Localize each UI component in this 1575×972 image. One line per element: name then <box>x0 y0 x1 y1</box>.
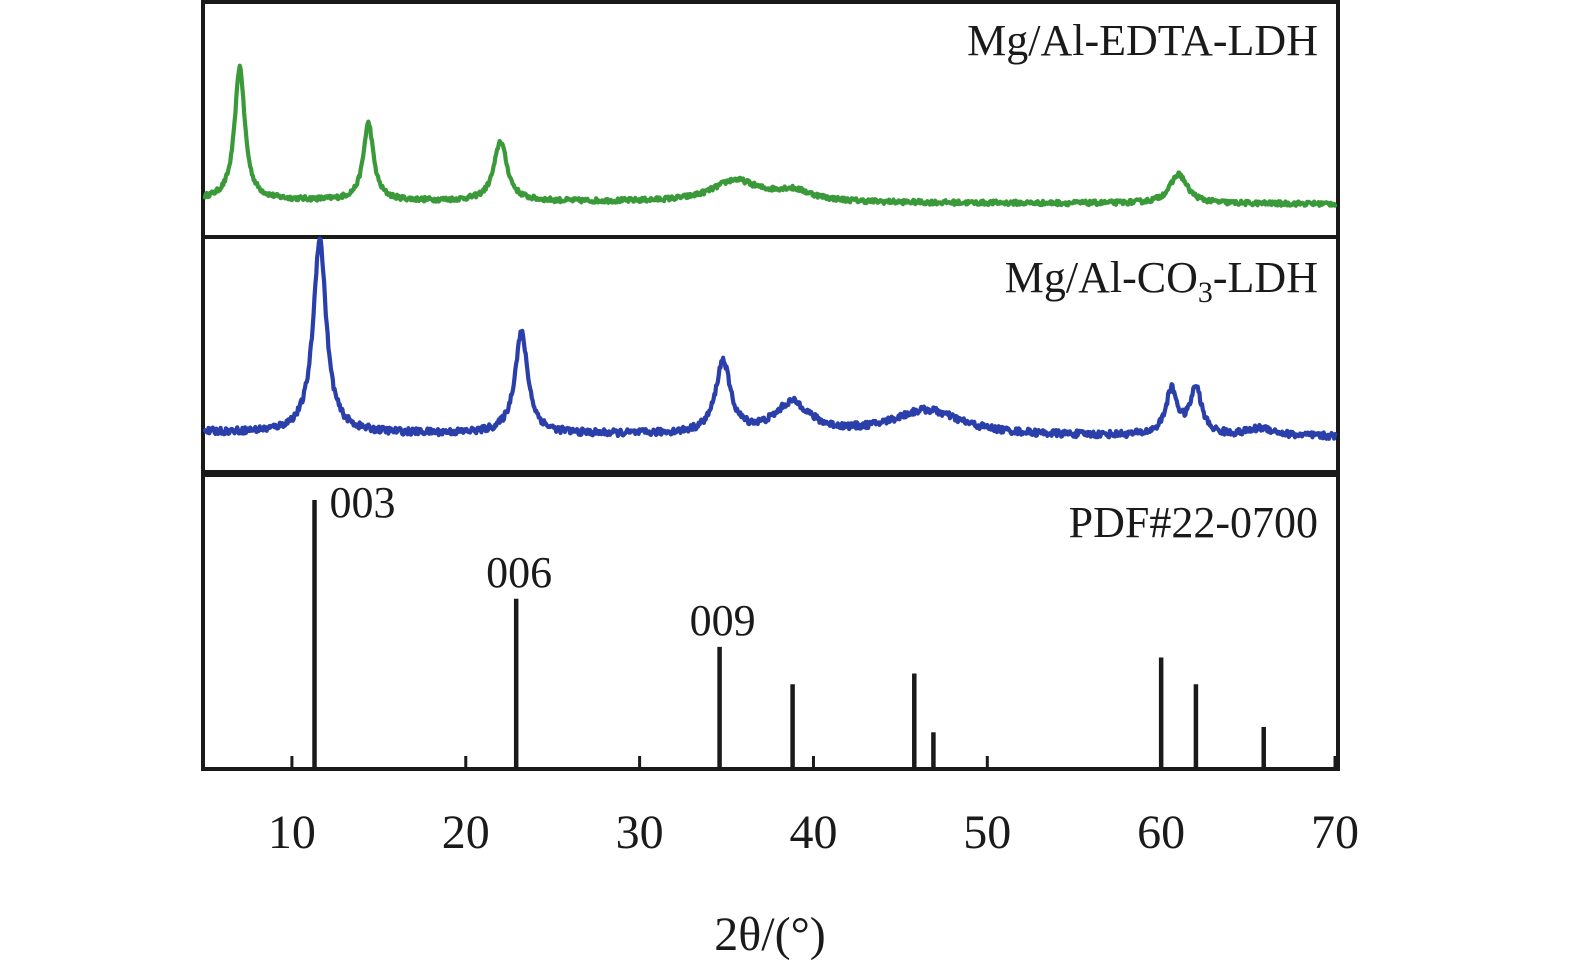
x-tick-label-50: 50 <box>963 806 1011 859</box>
x-tick-label-40: 40 <box>789 806 837 859</box>
x-tick-label-10: 10 <box>268 806 316 859</box>
panel-top-label: Mg/Al-EDTA-LDH <box>967 16 1318 65</box>
x-tick-label-20: 20 <box>442 806 490 859</box>
hkl-label-003: 003 <box>330 478 396 527</box>
panel-middle-label: Mg/Al-CO3-LDH <box>1005 253 1318 309</box>
panel-bottom-frame <box>201 473 1340 771</box>
panel-middle-frame <box>201 235 1340 474</box>
x-tick-label-70: 70 <box>1311 806 1359 859</box>
panel-middle-label-subscript: 3 <box>1198 276 1213 309</box>
reference-lines-group: 003 006 009 <box>312 478 1266 767</box>
panel-middle-label-tail: -LDH <box>1213 253 1318 302</box>
x-axis-label: 2θ/(°) <box>714 908 826 961</box>
x-tick-label-30: 30 <box>616 806 664 859</box>
x-axis-ticks: 10 20 30 40 50 60 70 <box>268 756 1359 859</box>
x-tick-label-60: 60 <box>1137 806 1185 859</box>
xrd-trace-1 <box>202 63 1338 208</box>
panel-middle-label-main: Mg/Al-CO <box>1005 253 1198 302</box>
hkl-label-009: 009 <box>690 596 756 645</box>
panel-bottom-label: PDF#22-0700 <box>1069 498 1318 547</box>
trace-group <box>202 63 1338 441</box>
xrd-trace-2 <box>202 236 1338 441</box>
hkl-label-006: 006 <box>486 548 552 597</box>
